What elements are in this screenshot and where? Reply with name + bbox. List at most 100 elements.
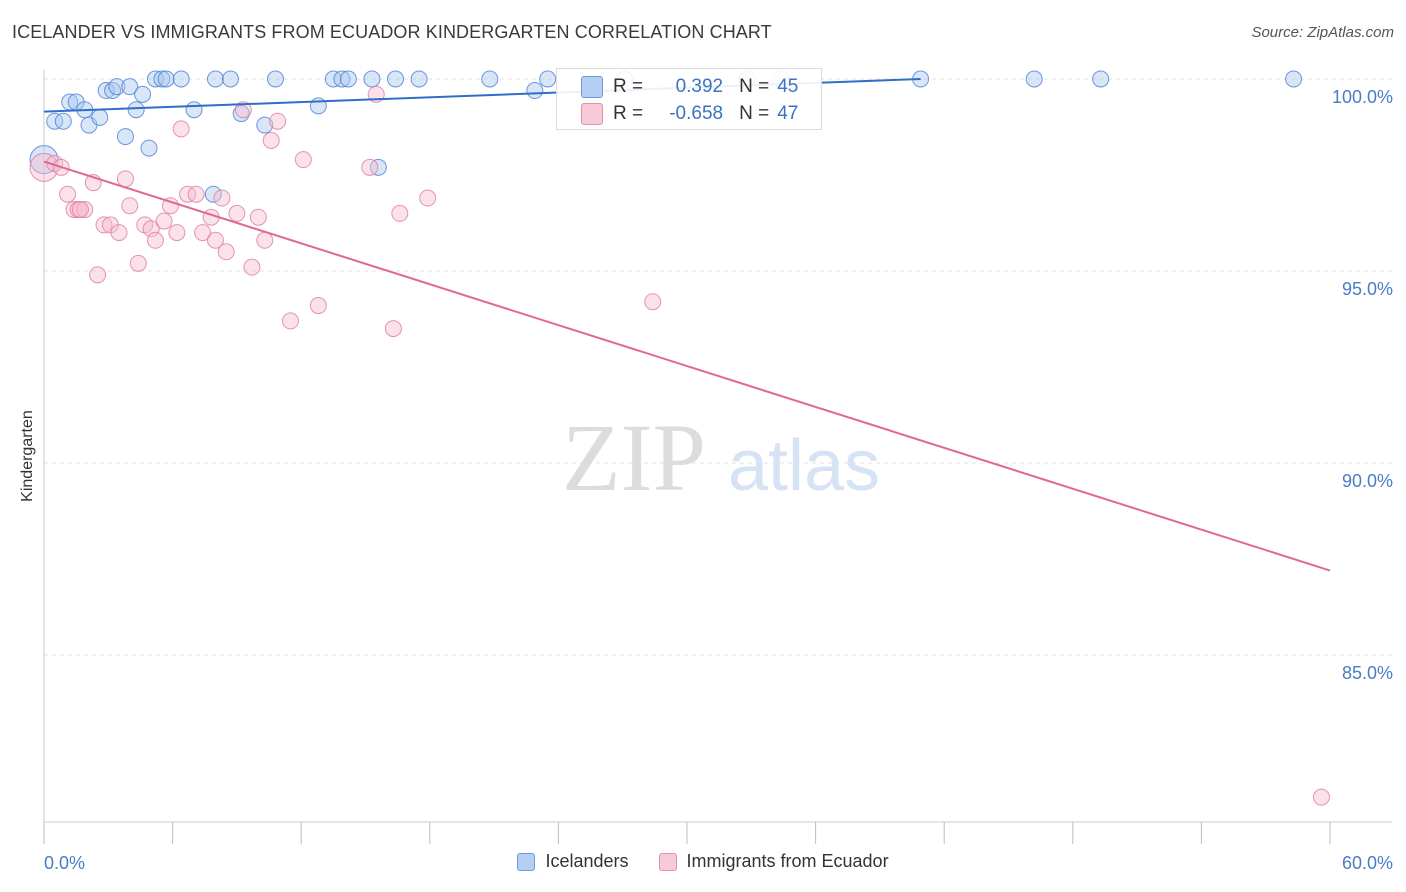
icelander-point: [116, 128, 134, 146]
icelander-point: [526, 82, 544, 100]
icelander-point: [324, 70, 342, 88]
icelander-point: [410, 70, 428, 88]
watermark-zip: ZIP: [562, 404, 706, 511]
stats-r-value: 0.392: [675, 76, 724, 97]
icelander-point: [91, 108, 109, 126]
ecuador-point: [29, 152, 59, 182]
legend-item-icelanders[interactable]: Icelanders: [517, 851, 629, 872]
icelander-point: [221, 70, 239, 88]
ecuador-point: [155, 212, 173, 230]
ecuador-point: [249, 208, 267, 226]
ecuador-point: [194, 224, 212, 242]
stats-n-label: N =: [739, 76, 770, 97]
icelander-point: [481, 70, 499, 88]
ecuador-point: [294, 151, 312, 169]
stats-n-value: 45: [777, 76, 799, 97]
x-tick-label: 0.0%: [44, 853, 85, 873]
icelander-point: [204, 185, 222, 203]
icelander-point: [1092, 70, 1110, 88]
ecuador-point: [95, 216, 113, 234]
watermark: ZIP atlas: [562, 404, 880, 511]
icelander-point: [185, 101, 203, 119]
stats-r-value: -0.658: [669, 103, 724, 124]
watermark-atlas: atlas: [728, 426, 880, 506]
ecuador-point: [168, 224, 186, 242]
stats-swatch-blue: [581, 76, 603, 98]
ecuador-point: [217, 243, 235, 261]
icelander-point: [369, 158, 387, 176]
ecuador-point: [59, 185, 77, 203]
icelander-point: [140, 139, 158, 157]
icelander-point: [363, 70, 381, 88]
icelander-point: [256, 116, 274, 134]
icelander-point: [387, 70, 405, 88]
icelander-point: [539, 70, 557, 88]
ecuador-point: [146, 231, 164, 249]
stats-row-ecuador: R = -0.658 N = 47: [581, 103, 798, 125]
ecuador-point: [361, 158, 379, 176]
icelander-point: [46, 112, 64, 130]
icelander-point: [266, 70, 284, 88]
ecuador-point: [172, 120, 190, 138]
legend-label: Immigrants from Ecuador: [686, 851, 889, 871]
legend: Icelanders Immigrants from Ecuador: [0, 851, 1406, 872]
ecuador-point: [243, 258, 261, 276]
icelander-point: [339, 70, 357, 88]
icelander-point: [1285, 70, 1303, 88]
icelander-point: [127, 101, 145, 119]
ecuador-point: [76, 201, 94, 219]
ecuador-point: [262, 131, 280, 149]
y-tick-label: 100.0%: [1332, 87, 1393, 107]
ecuador-point: [110, 224, 128, 242]
y-tick-label: 90.0%: [1342, 471, 1393, 491]
stats-n-value: 47: [777, 103, 799, 124]
ecuador-point: [309, 297, 327, 315]
ecuador-point: [71, 201, 89, 219]
axes-layer: [43, 70, 1392, 844]
source-label: Source: ZipAtlas.com: [1251, 24, 1394, 41]
ecuador-point: [391, 204, 409, 222]
grid-layer: [44, 78, 1392, 656]
stats-row-icelanders: R = 0.392 N = 45: [581, 76, 798, 98]
icelander-point: [97, 82, 115, 100]
ecuador-point: [419, 189, 437, 207]
ecuador-point: [1312, 788, 1330, 806]
ecuador-point: [206, 231, 224, 249]
stats-n-label: N =: [739, 103, 770, 124]
ecuador-point: [644, 293, 662, 311]
ecuador-point: [256, 231, 274, 249]
icelander-point: [1025, 70, 1043, 88]
ecuador-point: [161, 197, 179, 215]
legend-item-ecuador[interactable]: Immigrants from Ecuador: [658, 851, 889, 872]
stats-swatch-pink: [581, 103, 603, 125]
ecuador-point: [187, 185, 205, 203]
y-tick-label: 85.0%: [1342, 663, 1393, 683]
icelander-point: [108, 78, 126, 96]
ecuador-point: [281, 312, 299, 330]
icelander-point: [206, 70, 224, 88]
icelander-point: [134, 85, 152, 103]
icelander-point: [157, 70, 175, 88]
icelander-point: [153, 70, 171, 88]
stats-r-label: R =: [613, 103, 644, 124]
stats-r-label: R =: [613, 76, 644, 97]
legend-swatch-pink: [658, 852, 677, 871]
ecuador-point: [269, 112, 287, 130]
y-tick-label: 95.0%: [1342, 279, 1393, 299]
icelander-point: [333, 70, 351, 88]
labels-layer: 100.0% 95.0% 90.0% 85.0% 0.0% 60.0%: [44, 87, 1393, 873]
ecuador-point: [116, 170, 134, 188]
ecuador-point: [121, 197, 139, 215]
stats-box: R = 0.392 N = 45 R = -0.658 N = 47: [556, 68, 822, 130]
legend-swatch-blue: [517, 852, 536, 871]
ecuador-point: [179, 185, 197, 203]
x-tick-label: 60.0%: [1342, 853, 1393, 873]
ecuador-point: [213, 189, 231, 207]
legend-label: Icelanders: [545, 851, 629, 871]
y-axis-title: Kindergarten: [19, 410, 36, 502]
ecuador-point: [234, 101, 252, 119]
ecuador-point: [89, 266, 107, 284]
ecuador-trend-line: [43, 160, 1331, 572]
icelander-point: [172, 70, 190, 88]
